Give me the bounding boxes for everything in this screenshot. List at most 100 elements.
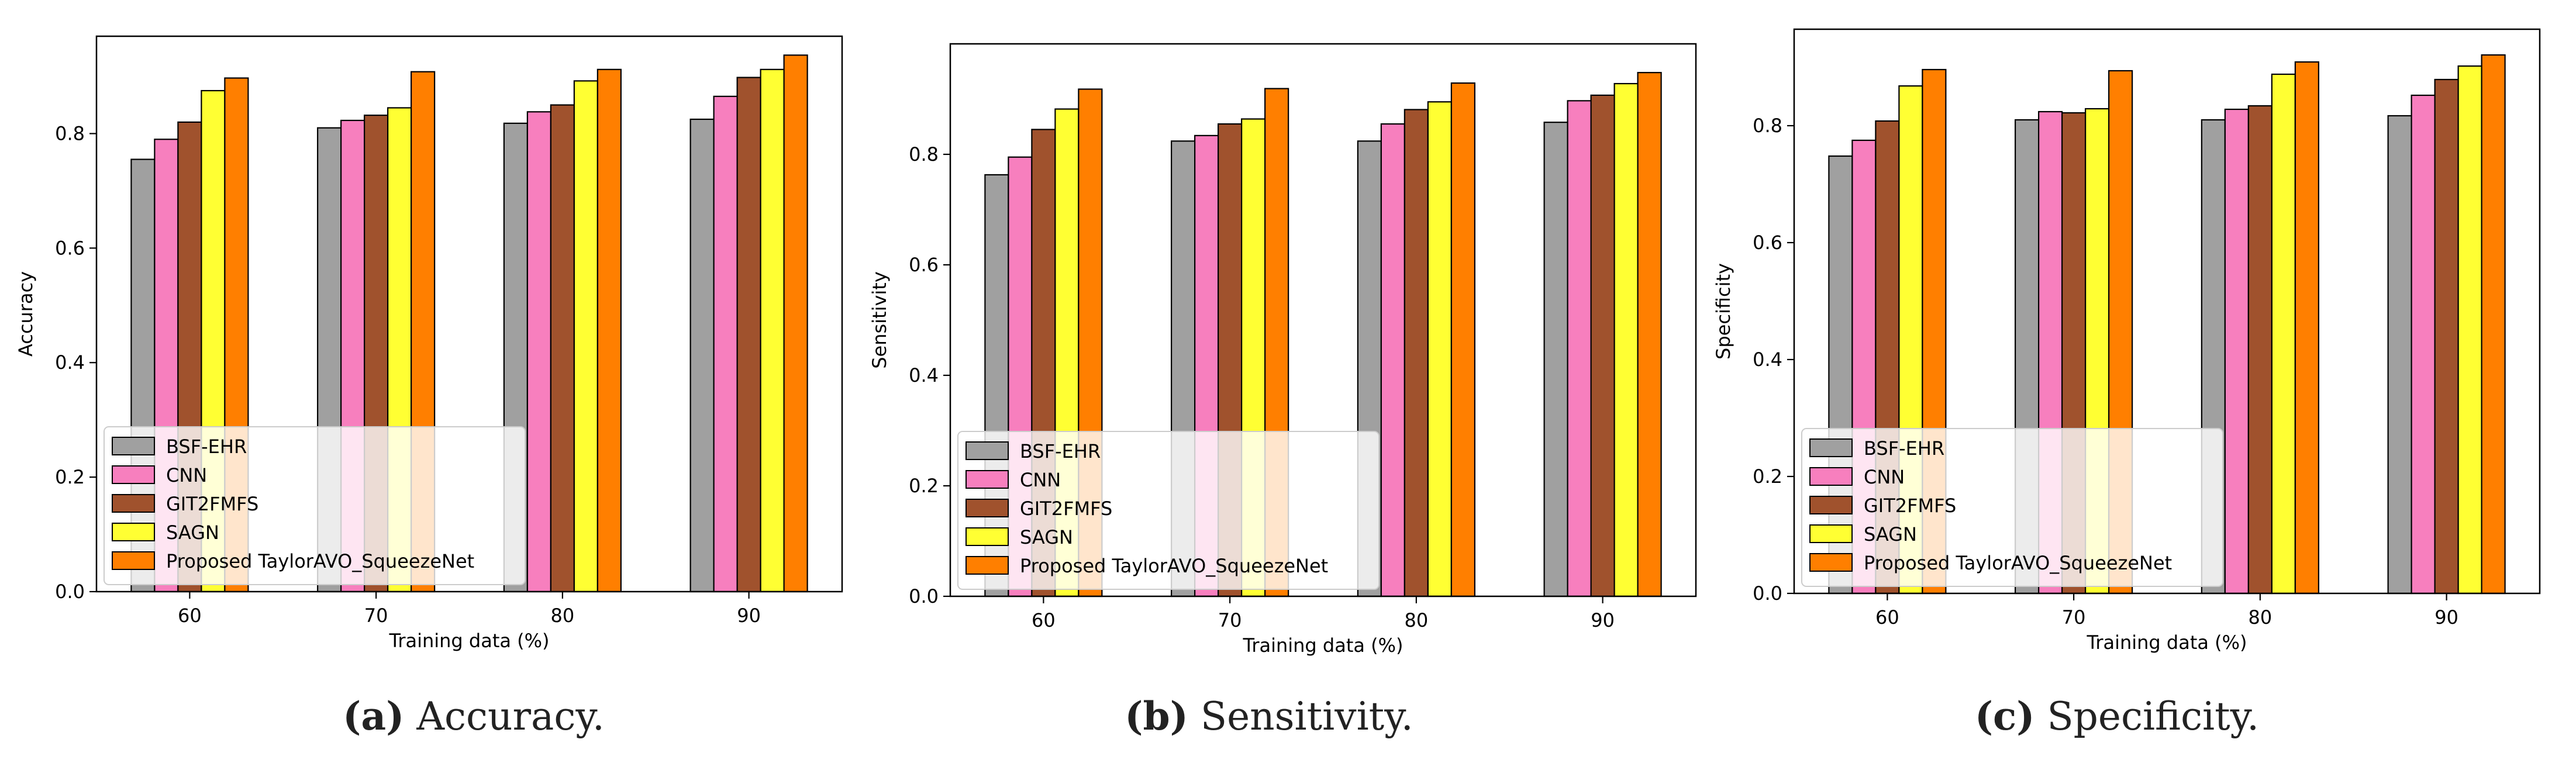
legend-swatch-b-3	[965, 527, 1009, 546]
bar-c-0-3	[2387, 115, 2412, 595]
legend-label-c-1: CNN	[1864, 466, 1905, 488]
legend-label-b-2: GIT2FMFS	[1020, 498, 1112, 520]
bar-c-1-2	[2224, 108, 2249, 595]
bar-b-2-2	[1403, 109, 1429, 597]
chart-c: 0.0 0.2 0.4 0.6 0.8 60 70 80 90 Training data (%)…	[1712, 28, 2541, 654]
bar-b-3-3	[1613, 82, 1639, 597]
ytick-label-c-3: 0.6	[1753, 232, 1782, 254]
caption-a-text: Accuracy.	[416, 694, 605, 739]
ytick-label-c-2: 0.4	[1753, 348, 1782, 371]
y-axis-label-b: Sensitivity	[868, 271, 891, 369]
xtick-label-b-2: 80	[1405, 609, 1429, 631]
xtick-label-c-0: 60	[1875, 606, 1899, 628]
legend-label-c-4: Proposed TaylorAVO_SqueezeNet	[1864, 552, 2172, 574]
xtick-label-b-1: 70	[1218, 609, 1242, 631]
chart-a: 0.0 0.2 0.4 0.6 0.8 60 70 80 90 Training data (%)…	[15, 35, 843, 652]
legend-swatch-a-0	[112, 437, 155, 455]
ytick-label-a-4: 0.8	[55, 122, 85, 144]
bar-a-1-2	[526, 111, 551, 593]
legend-label-c-2: GIT2FMFS	[1864, 495, 1956, 517]
legend-label-b-0: BSF-EHR	[1020, 440, 1101, 462]
legend-box-b	[957, 431, 1380, 590]
legend-label-b-1: CNN	[1020, 469, 1061, 491]
bar-a-3-2	[573, 80, 598, 593]
bar-a-2-2	[550, 104, 575, 593]
legend-label-b-4: Proposed TaylorAVO_SqueezeNet	[1020, 555, 1328, 577]
legend-swatch-c-4	[1809, 553, 1853, 572]
legend-swatch-c-3	[1809, 524, 1853, 543]
bar-a-2-3	[736, 77, 761, 593]
legend-b: BSF-EHR CNN GIT2FMFS SAGN Proposed TaylorAVO…	[957, 431, 1380, 590]
bar-c-4-3	[2481, 54, 2506, 595]
caption-c-label: (c)	[1974, 693, 2035, 739]
ytick-label-b-1: 0.2	[909, 475, 939, 497]
caption-b-text: Sensitivity.	[1200, 694, 1413, 739]
legend-a: BSF-EHR CNN GIT2FMFS SAGN Proposed TaylorAVO…	[104, 426, 526, 585]
plot-frame-c	[1793, 28, 2541, 595]
ytick-label-b-0: 0.0	[909, 585, 939, 607]
ytick-label-a-1: 0.2	[55, 466, 85, 488]
bar-a-4-2	[596, 68, 622, 593]
ytick-label-a-2: 0.4	[55, 351, 85, 374]
legend-swatch-b-1	[965, 470, 1009, 489]
legend-swatch-a-4	[112, 551, 155, 570]
bar-a-4-3	[783, 54, 808, 593]
x-axis-label-b: Training data (%)	[1242, 634, 1403, 657]
xtick-label-b-3: 90	[1591, 609, 1615, 631]
bar-a-1-3	[713, 95, 738, 593]
bar-b-0-3	[1543, 122, 1568, 597]
y-axis-label-c: Specificity	[1712, 263, 1734, 360]
xtick-label-a-2: 80	[551, 604, 575, 627]
bar-b-3-2	[1427, 101, 1452, 597]
legend-label-c-3: SAGN	[1864, 523, 1917, 545]
ytick-label-c-0: 0.0	[1753, 582, 1782, 604]
bar-c-3-2	[2271, 73, 2296, 595]
plot-frame-b	[949, 43, 1697, 597]
caption-b: (b) Sensitivity.	[953, 684, 1585, 748]
xtick-label-c-1: 70	[2062, 606, 2086, 628]
legend-swatch-c-2	[1809, 496, 1853, 514]
legend-swatch-c-0	[1809, 438, 1853, 457]
legend-swatch-a-1	[112, 465, 155, 484]
x-axis-label-c: Training data (%)	[2086, 631, 2247, 654]
legend-label-a-0: BSF-EHR	[166, 436, 247, 458]
legend-swatch-b-2	[965, 499, 1009, 517]
legend-swatch-a-3	[112, 523, 155, 541]
ytick-label-c-1: 0.2	[1753, 465, 1782, 488]
bar-c-1-3	[2411, 94, 2436, 595]
bar-a-0-3	[689, 118, 715, 593]
bar-b-1-3	[1567, 100, 1592, 597]
ytick-label-a-0: 0.0	[55, 581, 85, 603]
legend-swatch-b-4	[965, 556, 1009, 575]
caption-c: (c) Specificity.	[1801, 684, 2433, 748]
xtick-label-a-3: 90	[737, 604, 761, 627]
caption-a: (a) Accuracy.	[158, 684, 789, 748]
legend-swatch-c-1	[1809, 467, 1853, 486]
legend-swatch-b-0	[965, 441, 1009, 460]
x-axis-label-a: Training data (%)	[388, 630, 549, 652]
plot-frame-a	[95, 35, 843, 593]
chart-b: 0.0 0.2 0.4 0.6 0.8 60 70 80 90 Training data (%)…	[868, 43, 1697, 657]
bar-b-2-3	[1590, 94, 1615, 597]
y-axis-label-a: Accuracy	[15, 271, 37, 357]
bar-c-3-3	[2457, 65, 2482, 595]
bar-c-2-3	[2434, 78, 2459, 595]
caption-a-label: (a)	[343, 693, 405, 739]
legend-label-a-1: CNN	[166, 464, 207, 486]
bar-c-2-2	[2247, 105, 2272, 595]
caption-c-text: Specificity.	[2047, 694, 2260, 739]
legend-swatch-a-2	[112, 494, 155, 513]
legend-label-a-3: SAGN	[166, 521, 219, 544]
ytick-label-b-2: 0.4	[909, 364, 939, 386]
legend-label-b-3: SAGN	[1020, 526, 1073, 548]
ytick-label-b-4: 0.8	[909, 143, 939, 165]
xtick-label-c-3: 90	[2434, 606, 2458, 628]
xtick-label-a-1: 70	[364, 604, 388, 627]
legend-box-a	[104, 426, 526, 585]
ytick-label-a-3: 0.6	[55, 237, 85, 259]
caption-b-label: (b)	[1125, 693, 1188, 739]
ytick-label-c-4: 0.8	[1753, 115, 1782, 137]
legend-c: BSF-EHR CNN GIT2FMFS SAGN Proposed TaylorAVO…	[1801, 428, 2223, 587]
xtick-label-b-0: 60	[1032, 609, 1056, 631]
